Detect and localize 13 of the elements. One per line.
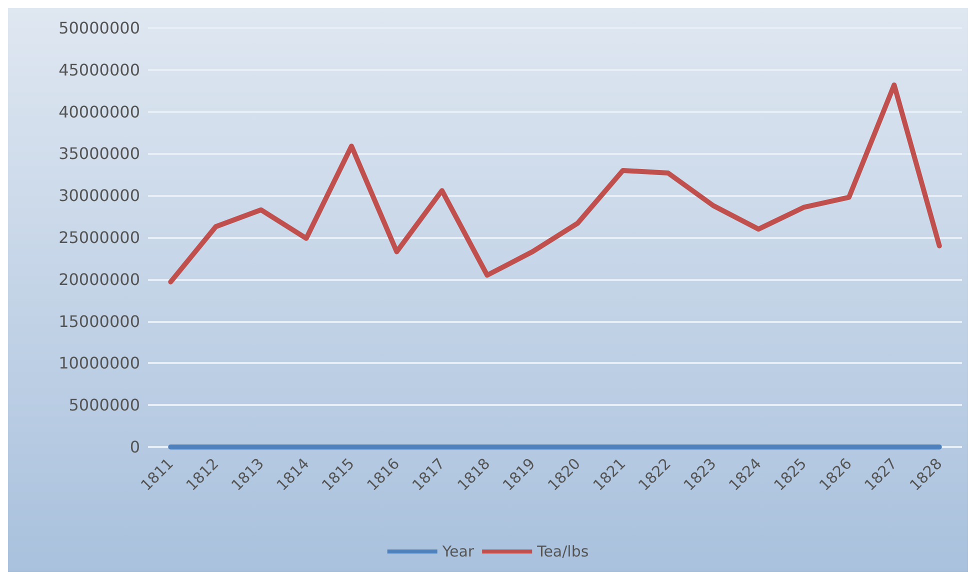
y-tick-label: 25000000	[58, 228, 140, 247]
y-tick-label: 45000000	[58, 60, 140, 80]
y-tick-label: 15000000	[58, 312, 140, 331]
y-tick-label: 50000000	[58, 18, 140, 38]
legend-label: Tea/lbs	[536, 542, 589, 560]
y-tick-label: 0	[130, 438, 140, 456]
y-tick-label: 5000000	[68, 396, 140, 415]
y-tick-label: 20000000	[58, 270, 140, 289]
y-tick-label: 40000000	[58, 102, 140, 122]
legend-label: Year	[441, 542, 475, 560]
y-tick-label: 30000000	[58, 186, 140, 206]
y-tick-label: 35000000	[58, 144, 140, 164]
y-tick-label: 10000000	[58, 354, 140, 373]
